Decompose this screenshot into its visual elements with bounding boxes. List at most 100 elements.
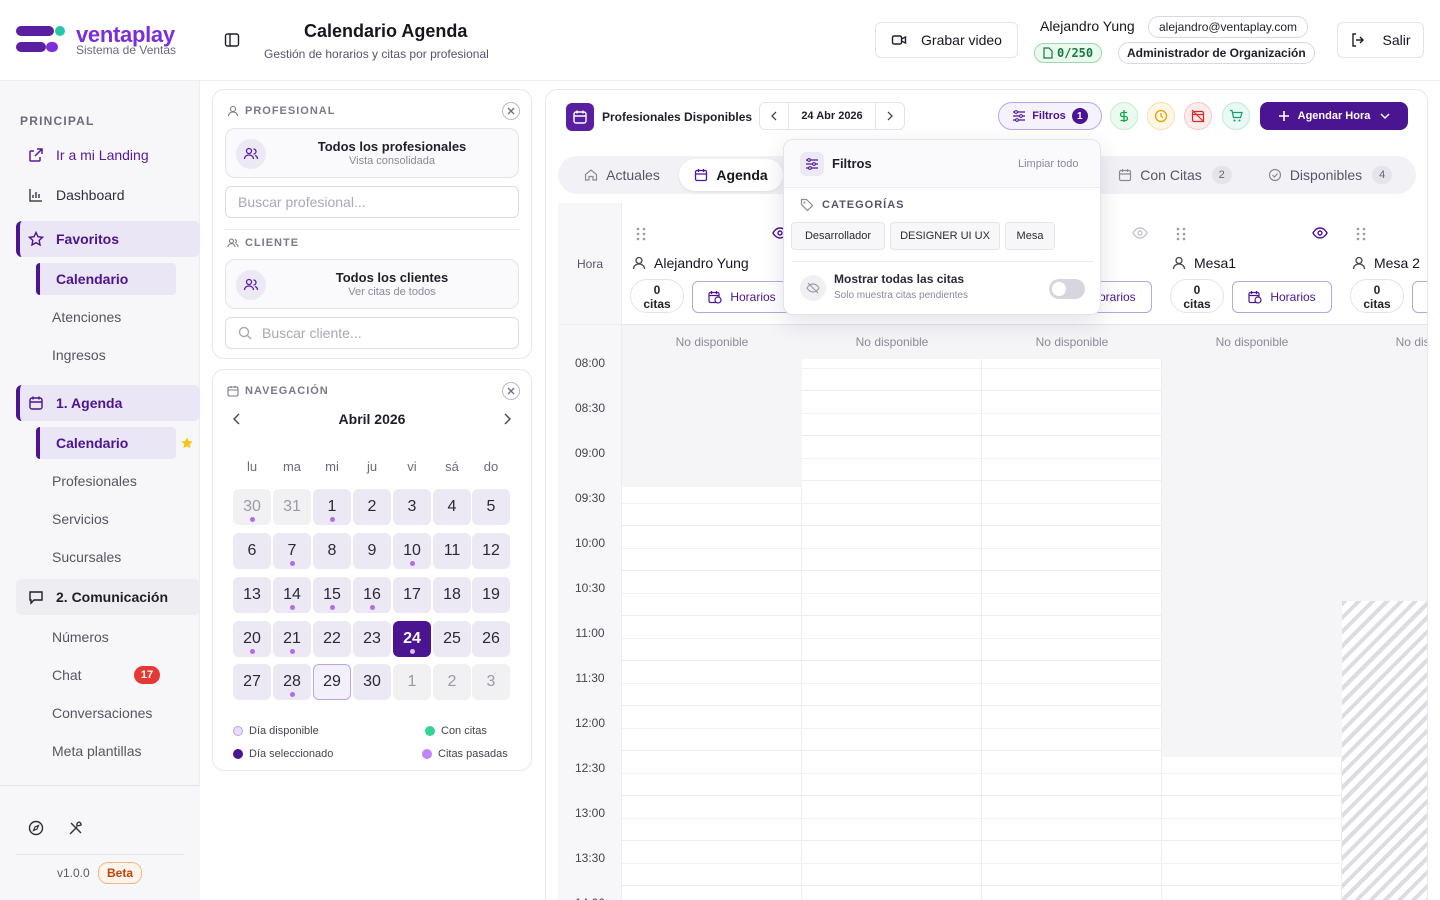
calendar-day[interactable]: 29 <box>313 664 351 700</box>
category-chip[interactable]: Desarrollador <box>791 222 885 250</box>
calendar-day-selected[interactable]: 24 <box>393 621 431 657</box>
sidebar-item-meta-plantillas[interactable]: Meta plantillas <box>36 735 176 767</box>
calendar-day[interactable]: 18 <box>433 577 471 613</box>
time-slot[interactable] <box>802 706 982 751</box>
time-slot[interactable] <box>982 436 1162 481</box>
calendar-day[interactable]: 22 <box>313 621 351 657</box>
eye-icon[interactable] <box>1312 227 1328 239</box>
calendar-day[interactable]: 5 <box>472 489 510 525</box>
time-slot[interactable] <box>802 526 982 571</box>
tab-agenda[interactable]: Agenda <box>679 159 783 191</box>
drag-handle-icon[interactable] <box>1356 227 1366 241</box>
record-video-button[interactable]: Grabar video <box>875 22 1018 58</box>
time-slot[interactable] <box>1162 796 1342 841</box>
time-slot[interactable] <box>802 886 982 900</box>
calendar-day[interactable]: 21 <box>273 621 311 657</box>
eye-icon[interactable] <box>1132 227 1148 239</box>
filters-button[interactable]: Filtros 1 <box>998 102 1102 130</box>
category-chip[interactable]: Mesa <box>1005 222 1055 250</box>
calendar-day[interactable]: 28 <box>273 664 311 700</box>
time-slot[interactable] <box>802 436 982 481</box>
time-slot[interactable] <box>982 751 1162 796</box>
time-slot[interactable] <box>622 616 802 661</box>
calendar-day[interactable]: 7 <box>273 533 311 569</box>
calendar-day[interactable]: 31 <box>273 489 311 525</box>
sidebar-item-atenciones[interactable]: Atenciones <box>36 301 176 333</box>
horarios-button[interactable]: Horarios <box>1412 281 1427 313</box>
calendar-day[interactable]: 8 <box>313 533 351 569</box>
tab-con-citas[interactable]: Con Citas 2 <box>1110 159 1240 191</box>
time-slot[interactable] <box>622 886 802 900</box>
calendar-day[interactable]: 19 <box>472 577 510 613</box>
time-slot[interactable] <box>802 481 982 526</box>
cliente-selector[interactable]: Todos los clientes Ver citas de todos <box>225 259 519 309</box>
close-calendar-button[interactable] <box>502 382 520 400</box>
sidebar-item-numeros[interactable]: Números <box>36 621 176 653</box>
time-slot[interactable] <box>622 481 802 526</box>
calendar-day[interactable]: 9 <box>353 533 391 569</box>
calendar-day[interactable]: 16 <box>353 577 391 613</box>
calendar-day[interactable]: 27 <box>233 664 271 700</box>
calendar-day[interactable]: 2 <box>353 489 391 525</box>
category-chip[interactable]: DESIGNER UI UX <box>890 222 1000 250</box>
sidebar-item-profesionales[interactable]: Profesionales <box>36 465 176 497</box>
close-profesional-button[interactable] <box>502 102 520 120</box>
calendar-day[interactable]: 11 <box>433 533 471 569</box>
time-slot[interactable] <box>982 661 1162 706</box>
sidebar-item-chat[interactable]: Chat <box>36 659 176 691</box>
sidebar-group-comunicacion[interactable]: 2. Comunicación <box>16 579 200 615</box>
calendar-day[interactable]: 17 <box>393 577 431 613</box>
prev-day-button[interactable] <box>760 103 788 129</box>
cart-button[interactable] <box>1222 102 1250 130</box>
time-slot[interactable] <box>802 616 982 661</box>
history-button[interactable] <box>1147 102 1175 130</box>
horarios-button[interactable]: Horarios <box>1232 281 1332 313</box>
sidebar-item-servicios[interactable]: Servicios <box>36 503 176 535</box>
drag-handle-icon[interactable] <box>1176 227 1186 241</box>
time-slot[interactable] <box>802 751 982 796</box>
tab-disponibles[interactable]: Disponibles 4 <box>1262 159 1398 191</box>
calendar-day[interactable]: 6 <box>233 533 271 569</box>
agendar-hora-button[interactable]: Agendar Hora <box>1260 102 1408 130</box>
calendar-day[interactable]: 3 <box>472 664 510 700</box>
sidebar-item-sucursales[interactable]: Sucursales <box>36 541 176 573</box>
calendar-day[interactable]: 30 <box>353 664 391 700</box>
clear-filters-link[interactable]: Limpiar todo <box>1018 158 1079 170</box>
time-slot[interactable] <box>982 616 1162 661</box>
tab-actuales[interactable]: Actuales <box>572 159 672 191</box>
sidebar-item-conversaciones[interactable]: Conversaciones <box>36 697 176 729</box>
cliente-search-input[interactable]: Buscar cliente... <box>225 317 519 349</box>
calendar-day[interactable]: 3 <box>393 489 431 525</box>
sidebar-item-ingresos[interactable]: Ingresos <box>36 339 176 371</box>
sidebar-toggle-icon[interactable] <box>224 32 240 48</box>
current-date[interactable]: 24 Abr 2026 <box>788 103 876 129</box>
calendar-day[interactable]: 1 <box>313 489 351 525</box>
chevron-right-icon[interactable] <box>502 413 512 425</box>
time-slot[interactable] <box>622 571 802 616</box>
calendar-day[interactable]: 20 <box>233 621 271 657</box>
chevron-left-icon[interactable] <box>232 413 242 425</box>
time-slot[interactable] <box>622 751 802 796</box>
time-slot[interactable] <box>1162 751 1342 796</box>
time-slot[interactable] <box>982 346 1162 391</box>
show-all-toggle[interactable] <box>1049 279 1085 299</box>
next-day-button[interactable] <box>876 103 904 129</box>
time-slot[interactable] <box>622 796 802 841</box>
compass-icon[interactable] <box>28 820 44 836</box>
time-slot[interactable] <box>622 526 802 571</box>
time-slot[interactable] <box>982 706 1162 751</box>
income-button[interactable] <box>1110 102 1138 130</box>
time-slot[interactable] <box>982 391 1162 436</box>
time-slot[interactable] <box>982 481 1162 526</box>
calendar-day[interactable]: 4 <box>433 489 471 525</box>
time-slot[interactable] <box>982 571 1162 616</box>
tools-icon[interactable] <box>68 820 84 836</box>
sidebar-item-dashboard[interactable]: Dashboard <box>16 178 200 212</box>
calendar-day[interactable]: 13 <box>233 577 271 613</box>
time-slot[interactable] <box>622 661 802 706</box>
sidebar-item-fav-calendario[interactable]: Calendario <box>36 263 176 295</box>
sidebar-group-agenda[interactable]: 1. Agenda <box>16 385 200 421</box>
time-slot[interactable] <box>982 841 1162 886</box>
sidebar-group-favoritos[interactable]: Favoritos <box>16 221 200 257</box>
time-slot[interactable] <box>1162 886 1342 900</box>
